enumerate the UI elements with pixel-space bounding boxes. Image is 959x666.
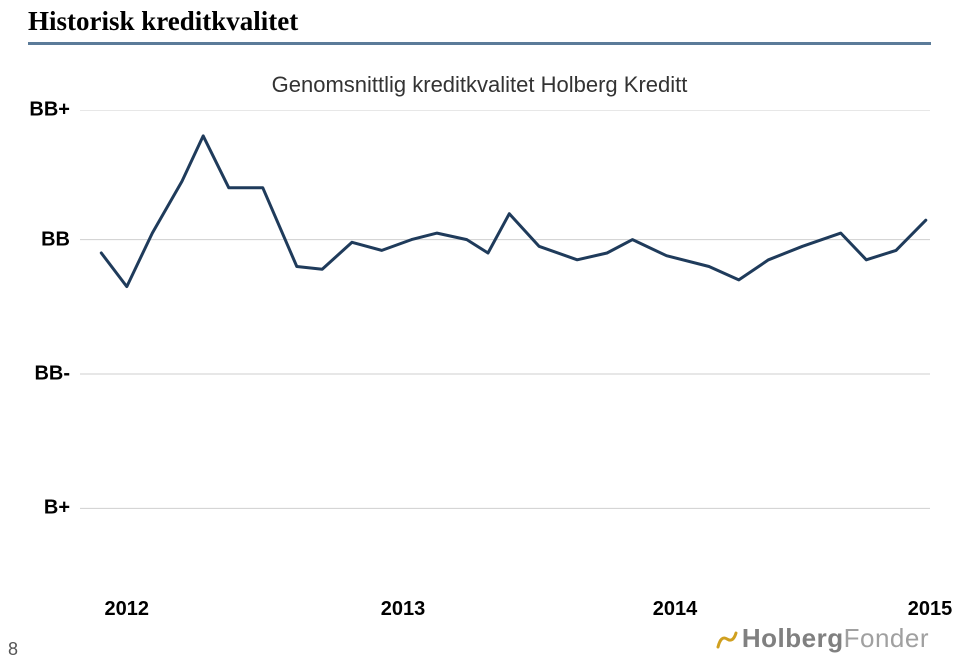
page-number: 8 [8, 639, 18, 660]
logo-icon [714, 627, 740, 653]
x-axis-label: 2012 [105, 598, 150, 621]
page-title: Historisk kreditkvalitet [28, 6, 298, 37]
title-underline [28, 42, 931, 45]
x-axis-label: 2015 [908, 598, 953, 621]
y-axis-label: BB [10, 228, 70, 251]
logo-text-light: Fonder [844, 623, 929, 653]
logo-text-bold: Holberg [742, 623, 844, 653]
series-line [101, 136, 926, 287]
chart-area: BB+BBBB-B+2012201320142015 [80, 110, 930, 590]
x-axis-label: 2013 [381, 598, 426, 621]
line-chart-svg [80, 110, 930, 630]
x-axis-label: 2014 [653, 598, 698, 621]
y-axis-label: BB- [10, 363, 70, 386]
y-axis-label: BB+ [10, 99, 70, 122]
chart-title: Genomsnittlig kreditkvalitet Holberg Kre… [0, 72, 959, 98]
y-axis-label: B+ [10, 497, 70, 520]
brand-logo: HolbergFonder [714, 623, 929, 654]
